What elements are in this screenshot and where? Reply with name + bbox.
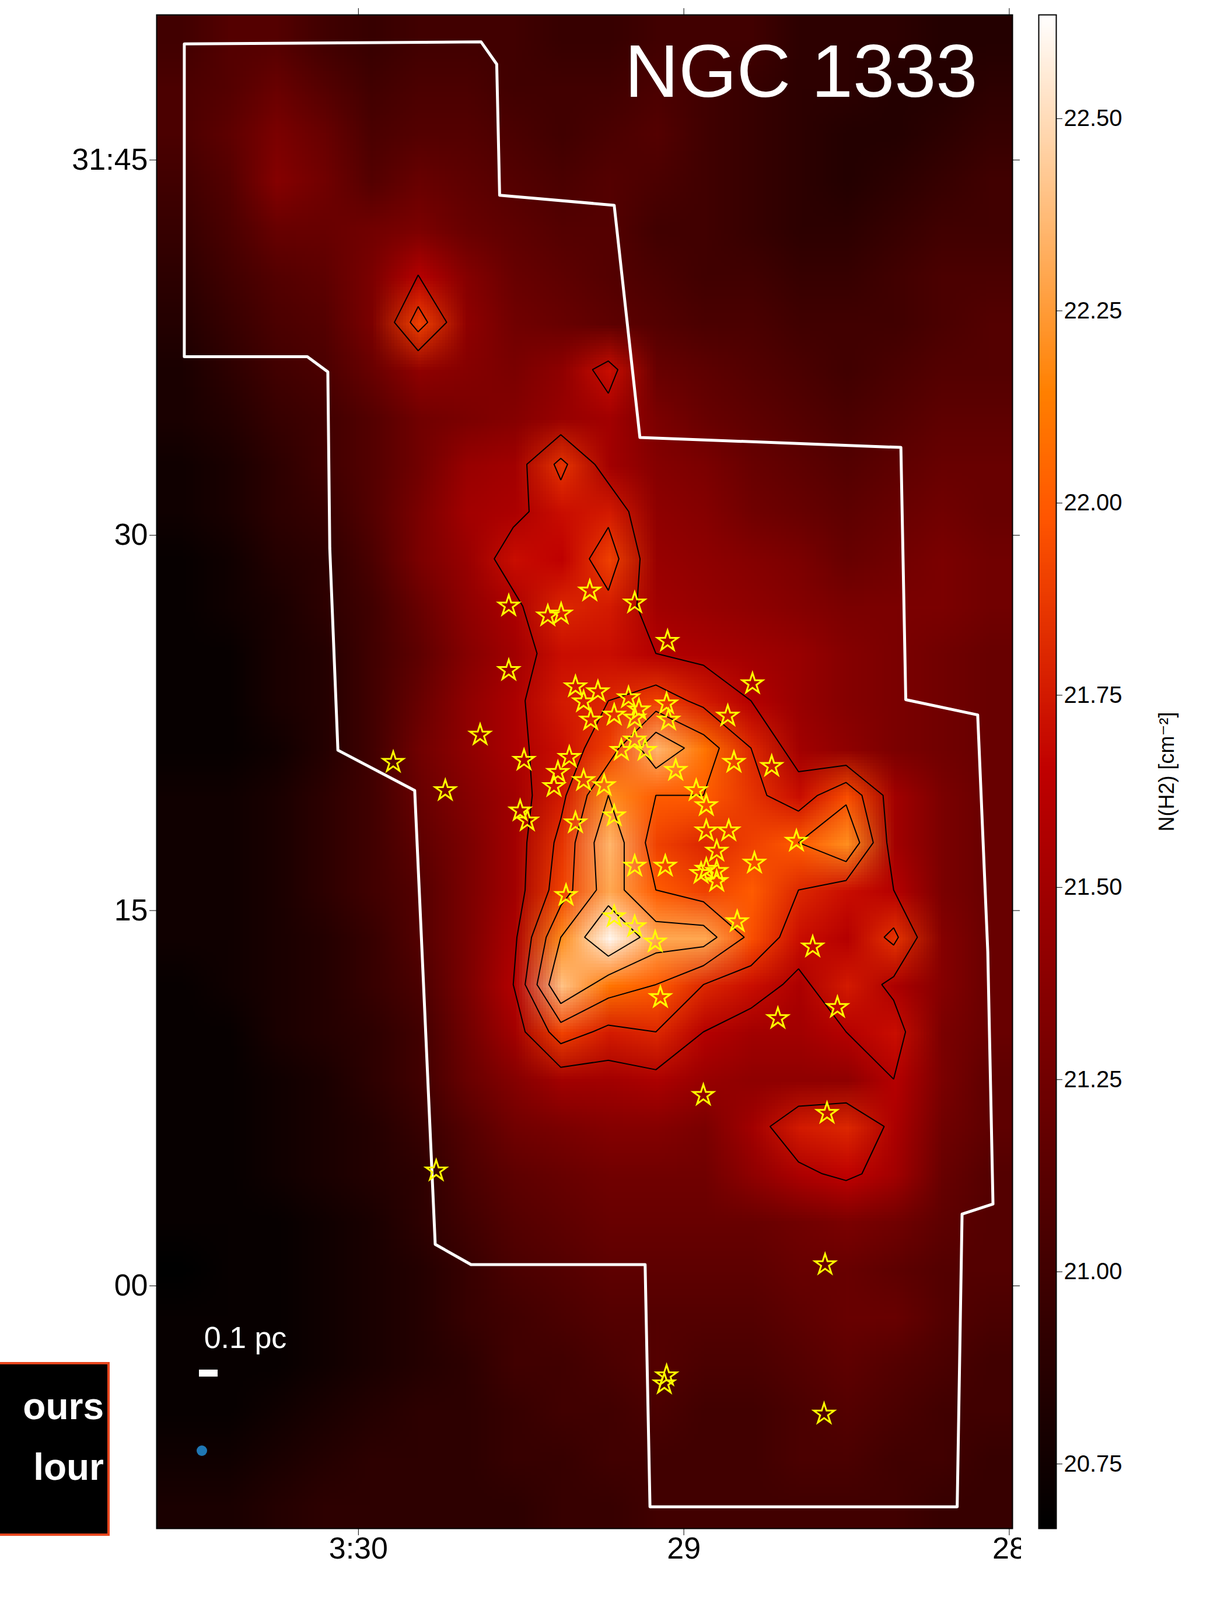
svg-text:0.1 pc: 0.1 pc bbox=[204, 1320, 288, 1355]
svg-text:28: 28 bbox=[992, 1531, 1021, 1566]
svg-text:NGC 1333: NGC 1333 bbox=[624, 29, 978, 113]
svg-text:15: 15 bbox=[114, 893, 149, 928]
svg-text:22.25: 22.25 bbox=[1064, 297, 1123, 324]
svg-text:N(H2) [cm⁻²]: N(H2) [cm⁻²] bbox=[1154, 712, 1179, 832]
svg-text:30: 30 bbox=[114, 517, 149, 552]
svg-text:29: 29 bbox=[666, 1531, 701, 1566]
svg-text:31:45: 31:45 bbox=[71, 142, 148, 177]
svg-text:21.50: 21.50 bbox=[1064, 873, 1123, 900]
svg-text:22.50: 22.50 bbox=[1064, 105, 1123, 131]
svg-text:20.75: 20.75 bbox=[1064, 1450, 1123, 1477]
svg-text:21.25: 21.25 bbox=[1064, 1066, 1123, 1093]
svg-text:22.00: 22.00 bbox=[1064, 489, 1123, 516]
html-text:ours: ours bbox=[22, 1385, 104, 1428]
svg-text:21.75: 21.75 bbox=[1064, 682, 1123, 708]
html-text:lour: lour bbox=[33, 1446, 104, 1489]
svg-text:00: 00 bbox=[114, 1268, 149, 1303]
svg-text:21.00: 21.00 bbox=[1064, 1258, 1123, 1285]
svg-text:3:30: 3:30 bbox=[329, 1531, 388, 1566]
